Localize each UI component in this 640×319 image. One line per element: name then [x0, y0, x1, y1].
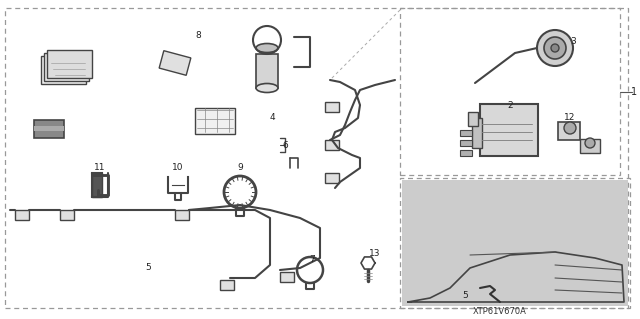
Bar: [34, 126, 64, 131]
Bar: [480, 104, 538, 156]
Text: 12: 12: [564, 114, 576, 122]
Ellipse shape: [256, 84, 278, 93]
Text: 9: 9: [237, 162, 243, 172]
Bar: [468, 112, 478, 126]
Text: 7: 7: [309, 256, 315, 264]
Circle shape: [537, 30, 573, 66]
Bar: [402, 180, 628, 306]
Ellipse shape: [256, 43, 278, 53]
Text: XTP61V670A: XTP61V670A: [473, 307, 527, 315]
Text: 6: 6: [282, 140, 288, 150]
Bar: [159, 51, 191, 75]
Text: 2: 2: [507, 100, 513, 109]
Bar: [460, 150, 472, 156]
Text: 4: 4: [269, 114, 275, 122]
Bar: [400, 8, 620, 175]
Text: 1: 1: [631, 87, 637, 97]
Bar: [325, 140, 339, 150]
Bar: [558, 122, 580, 140]
Circle shape: [544, 37, 566, 59]
Bar: [256, 54, 278, 88]
Text: 3: 3: [570, 38, 576, 47]
Text: 10: 10: [172, 162, 184, 172]
Bar: [580, 139, 600, 153]
Bar: [400, 178, 630, 308]
Bar: [472, 118, 482, 148]
Bar: [280, 272, 294, 282]
Bar: [92, 173, 102, 197]
Text: 11: 11: [94, 164, 106, 173]
Text: 5: 5: [462, 292, 468, 300]
Bar: [60, 210, 74, 220]
Text: 8: 8: [195, 31, 201, 40]
Bar: [175, 210, 189, 220]
Text: 5: 5: [145, 263, 151, 272]
Bar: [15, 210, 29, 220]
Bar: [220, 280, 234, 290]
FancyBboxPatch shape: [44, 53, 89, 81]
Bar: [460, 130, 472, 136]
Circle shape: [564, 122, 576, 134]
Bar: [325, 102, 339, 112]
FancyBboxPatch shape: [47, 50, 92, 78]
Bar: [325, 173, 339, 183]
Circle shape: [551, 44, 559, 52]
Circle shape: [585, 138, 595, 148]
Bar: [34, 120, 64, 138]
Bar: [195, 108, 235, 134]
FancyBboxPatch shape: [41, 56, 86, 84]
Bar: [460, 140, 472, 146]
Text: 13: 13: [369, 249, 381, 258]
